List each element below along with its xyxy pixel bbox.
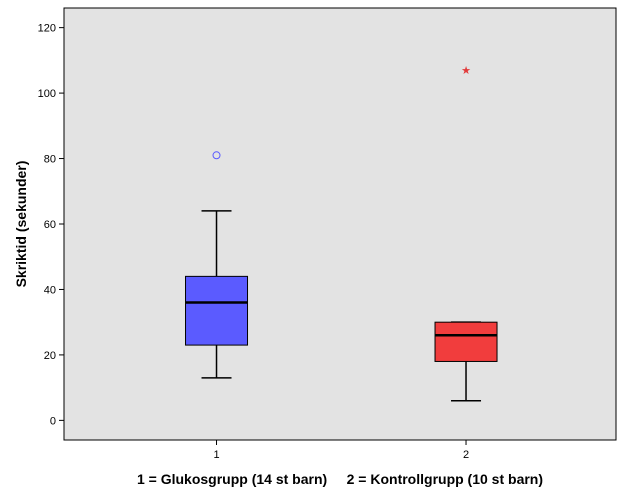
x-tick-label: 2: [463, 449, 469, 461]
y-tick-label: 80: [44, 154, 56, 166]
y-axis-title: Skriktid (sekunder): [13, 161, 29, 288]
y-axis: 0 20 40 60 80 100 120: [38, 23, 64, 427]
outlier-circle: [212, 151, 221, 160]
outlier-star: ★: [461, 64, 471, 77]
y-tick-label: 20: [44, 350, 56, 362]
x-tick-label: 1: [213, 449, 219, 461]
y-tick-label: 40: [44, 284, 56, 296]
iqr-box: [185, 275, 249, 346]
iqr-box: [434, 321, 498, 362]
plot-area: [63, 7, 617, 441]
y-tick-label: 0: [50, 415, 56, 427]
x-axis-title: 1 = Glukosgrupp (14 st barn) 2 = Kontrol…: [137, 471, 543, 487]
y-tick-label: 120: [38, 23, 56, 35]
box-series: ★: [185, 64, 498, 402]
box-group-1: [185, 151, 249, 379]
box-group-2: ★: [434, 64, 498, 402]
y-tick-label: 100: [38, 88, 56, 100]
y-tick-label: 60: [44, 219, 56, 231]
